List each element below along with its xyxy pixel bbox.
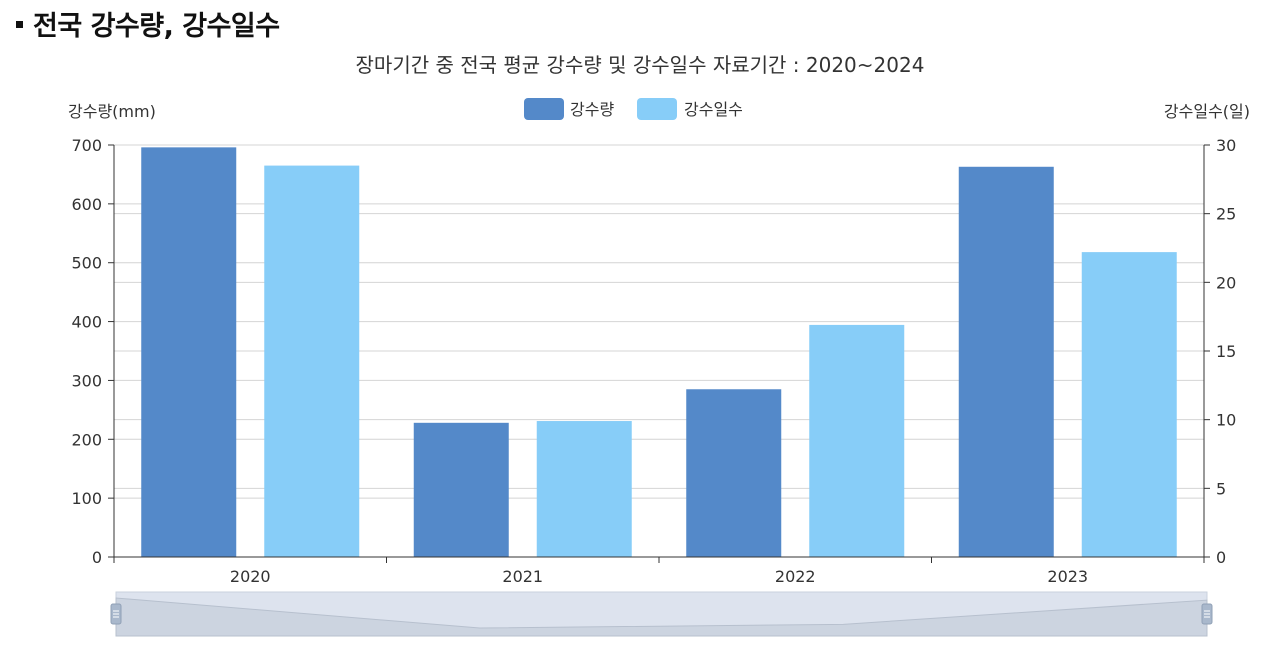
y-axis-right-label: 강수일수(일) [1164,102,1250,121]
zoom-handle-right[interactable] [1201,603,1213,625]
y-right-tick-label: 20 [1216,273,1236,292]
y-left-tick-label: 100 [71,489,102,508]
page-heading-text: 전국 강수량, 강수일수 [33,11,280,42]
legend-label-rainfall[interactable]: 강수량 [570,100,614,119]
y-right-tick-label: 15 [1216,342,1236,361]
x-tick-label: 2022 [775,567,816,586]
y-right-tick-label: 5 [1216,479,1226,498]
bar-rainfall-2020[interactable] [141,147,237,557]
bar-rainfall-2021[interactable] [413,422,509,557]
x-tick-label: 2023 [1047,567,1088,586]
legend-swatch-rainfall[interactable] [524,98,564,120]
heading-bullet-icon [16,21,23,28]
x-tick-label: 2020 [230,567,271,586]
bar-rainfall-2022[interactable] [686,389,782,557]
bar-raindays-2021[interactable] [536,421,632,557]
bar-raindays-2023[interactable] [1081,252,1177,557]
y-left-tick-label: 400 [71,313,102,332]
bar-raindays-2022[interactable] [809,324,905,557]
legend-label-raindays[interactable]: 강수일수 [684,100,743,119]
y-right-tick-label: 25 [1216,205,1236,224]
page-heading: 전국 강수량, 강수일수 [16,4,280,43]
data-zoom-slider[interactable] [110,591,1213,637]
bars [141,147,1177,557]
legend-swatch-raindays[interactable] [637,98,677,120]
zoom-handle-left[interactable] [110,603,122,625]
zoom-shadow-area [115,597,1208,637]
y-left-tick-label: 300 [71,371,102,390]
bar-rainfall-2023[interactable] [958,166,1054,557]
y-left-tick-label: 500 [71,254,102,273]
y-axis-left-ticks: 0 100 200 300 400 500 600 700 [71,136,114,567]
y-axis-right-ticks: 0 5 10 15 20 25 30 [1204,136,1236,567]
y-right-tick-label: 10 [1216,411,1236,430]
y-right-tick-label: 0 [1216,548,1226,567]
y-right-tick-label: 30 [1216,136,1236,155]
y-left-tick-label: 0 [92,548,102,567]
x-axis-ticks: 2020 2021 2022 2023 [113,557,1205,586]
bar-raindays-2020[interactable] [264,165,360,557]
y-left-tick-label: 600 [71,195,102,214]
y-axis-left-label: 강수량(mm) [68,102,156,121]
legend[interactable]: 강수량 강수일수 [524,98,743,120]
chart-title: 장마기간 중 전국 평균 강수량 및 강수일수 자료기간 : 2020~2024 [356,53,925,77]
x-tick-label: 2021 [502,567,543,586]
y-left-tick-label: 700 [71,136,102,155]
y-left-tick-label: 200 [71,430,102,449]
